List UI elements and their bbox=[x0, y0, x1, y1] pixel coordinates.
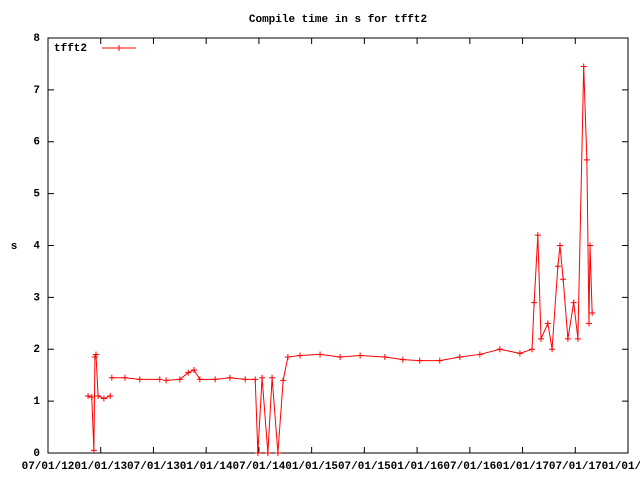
point-marker bbox=[534, 232, 541, 239]
point-marker bbox=[91, 354, 98, 361]
point-marker bbox=[264, 450, 271, 456]
point-marker bbox=[212, 376, 219, 383]
y-tick-label: 6 bbox=[33, 137, 40, 149]
y-tick-label: 0 bbox=[33, 448, 40, 460]
x-tick-label: 01/01/18 bbox=[602, 461, 640, 473]
y-tick-label: 2 bbox=[33, 344, 40, 356]
point-marker bbox=[516, 350, 523, 357]
legend-swatch bbox=[116, 45, 122, 51]
y-tick-label: 1 bbox=[33, 396, 40, 408]
point-marker bbox=[476, 351, 483, 358]
point-marker bbox=[560, 276, 567, 283]
y-tick-label: 7 bbox=[33, 85, 40, 97]
point-marker bbox=[185, 369, 192, 376]
x-tick-label: 07/01/15 bbox=[338, 461, 391, 473]
point-marker bbox=[284, 354, 291, 361]
point-marker bbox=[252, 376, 259, 383]
point-marker bbox=[226, 374, 233, 381]
point-marker bbox=[570, 299, 577, 306]
point-marker bbox=[191, 367, 198, 373]
point-marker bbox=[399, 356, 406, 363]
point-marker bbox=[496, 346, 503, 353]
point-marker bbox=[456, 354, 463, 361]
point-marker bbox=[538, 335, 544, 342]
point-marker bbox=[554, 263, 561, 270]
point-marker bbox=[254, 450, 261, 456]
point-marker bbox=[564, 335, 571, 342]
point-marker bbox=[337, 354, 344, 361]
x-tick-label: 01/01/14 bbox=[180, 461, 233, 473]
point-marker bbox=[156, 376, 163, 383]
point-marker bbox=[297, 352, 304, 359]
point-marker bbox=[196, 376, 203, 383]
point-marker bbox=[574, 335, 581, 342]
point-marker bbox=[269, 374, 276, 381]
point-marker bbox=[95, 392, 102, 399]
x-tick-label: 01/01/17 bbox=[496, 461, 549, 473]
point-marker bbox=[556, 242, 563, 249]
y-tick-label: 5 bbox=[33, 189, 40, 201]
point-marker bbox=[90, 447, 97, 454]
x-tick-label: 07/01/12 bbox=[22, 461, 75, 473]
point-marker bbox=[580, 63, 587, 70]
legend-label: tfft2 bbox=[54, 43, 87, 55]
x-tick-label: 07/01/17 bbox=[549, 461, 602, 473]
chart-title: Compile time in s for tfft2 bbox=[249, 14, 427, 26]
y-tick-label: 4 bbox=[33, 240, 40, 252]
point-marker bbox=[107, 392, 114, 399]
point-marker bbox=[176, 376, 183, 383]
point-marker bbox=[416, 357, 423, 364]
point-marker bbox=[544, 320, 551, 327]
point-marker bbox=[529, 346, 536, 353]
point-marker bbox=[589, 309, 596, 316]
x-tick-label: 01/01/15 bbox=[285, 461, 338, 473]
y-tick-label: 8 bbox=[33, 33, 40, 45]
x-tick-label: 07/01/16 bbox=[443, 461, 496, 473]
point-marker bbox=[259, 374, 266, 381]
point-marker bbox=[585, 320, 592, 327]
point-marker bbox=[92, 351, 99, 358]
point-marker bbox=[280, 377, 287, 384]
y-tick-label: 3 bbox=[33, 292, 40, 304]
point-marker bbox=[381, 354, 388, 361]
x-tick-label: 01/01/16 bbox=[391, 461, 444, 473]
point-marker bbox=[242, 376, 249, 383]
y-axis-label: s bbox=[11, 241, 18, 253]
point-marker bbox=[274, 450, 281, 456]
point-marker bbox=[136, 376, 143, 383]
x-tick-label: 07/01/13 bbox=[127, 461, 180, 473]
point-marker bbox=[357, 352, 364, 359]
point-marker bbox=[549, 346, 556, 353]
point-marker bbox=[121, 374, 128, 381]
point-marker bbox=[583, 156, 590, 163]
x-tick-label: 07/01/14 bbox=[233, 461, 286, 473]
point-marker bbox=[163, 377, 170, 384]
point-marker bbox=[88, 393, 95, 400]
point-marker bbox=[531, 299, 538, 306]
point-marker bbox=[100, 395, 107, 402]
point-marker bbox=[108, 374, 115, 381]
point-marker bbox=[436, 357, 443, 364]
point-marker bbox=[317, 351, 324, 358]
point-marker bbox=[587, 242, 594, 249]
point-marker bbox=[85, 392, 92, 399]
x-tick-label: 01/01/13 bbox=[74, 461, 127, 473]
